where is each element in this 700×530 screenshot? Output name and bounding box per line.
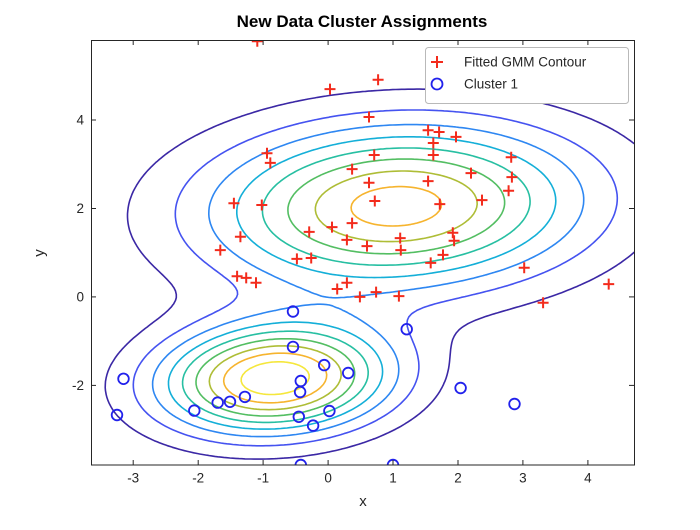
legend-circle-marker-icon bbox=[430, 77, 444, 91]
legend-box bbox=[425, 47, 629, 104]
blue-circle-marker bbox=[306, 419, 320, 432]
contour-level-6 bbox=[195, 158, 506, 417]
x-tick-label: -1 bbox=[257, 471, 269, 486]
contour-level-4 bbox=[167, 136, 557, 430]
y-tick-label: -2 bbox=[72, 378, 84, 393]
blue-circle-marker bbox=[386, 458, 400, 465]
x-tick-label: -2 bbox=[192, 471, 204, 486]
contour-level-3 bbox=[151, 123, 585, 438]
blue-circle-marker bbox=[294, 458, 307, 465]
blue-circle-marker bbox=[318, 358, 331, 372]
blue-circle-marker bbox=[188, 404, 201, 417]
legend-entry-fitted-gmm-contour: Fitted GMM Contour bbox=[464, 55, 587, 70]
blue-circle-marker bbox=[342, 366, 355, 380]
red-plus-markers bbox=[214, 40, 615, 309]
blue-circle-marker bbox=[286, 305, 300, 318]
axes-box bbox=[91, 40, 635, 466]
contour-level-1 bbox=[104, 88, 634, 460]
tick-labels: -3 -2 -1 0 1 2 3 4 -2 0 2 4 bbox=[72, 113, 592, 486]
x-tick-label: 4 bbox=[584, 471, 592, 486]
y-tick-label: 0 bbox=[76, 289, 84, 304]
contour-lines-layer bbox=[104, 88, 634, 460]
plot-title: New Data Cluster Assignments bbox=[237, 12, 488, 31]
x-axis-label: x bbox=[359, 493, 367, 510]
y-tick-label: 4 bbox=[76, 113, 84, 128]
contour-level-9 bbox=[240, 361, 310, 396]
contour-level-2 bbox=[132, 109, 619, 447]
blue-circle-marker bbox=[293, 385, 307, 399]
legend-entry-cluster-1: Cluster 1 bbox=[464, 77, 518, 92]
legend-plus-marker-icon bbox=[431, 56, 443, 68]
blue-circle-marker bbox=[110, 408, 124, 422]
x-tick-label: -3 bbox=[127, 471, 139, 486]
x-tick-label: 0 bbox=[324, 471, 332, 486]
blue-circle-marker bbox=[323, 404, 336, 418]
scatter-markers-layer bbox=[110, 40, 615, 465]
tick-marks bbox=[91, 40, 634, 465]
legend: Fitted GMM Contour Cluster 1 bbox=[425, 47, 629, 104]
blue-circle-marker bbox=[400, 323, 413, 336]
blue-circle-marker bbox=[292, 410, 306, 424]
contour-level-7 bbox=[208, 170, 478, 411]
blue-circle-marker bbox=[117, 372, 130, 386]
blue-circle-marker bbox=[508, 397, 521, 411]
contour-level-5 bbox=[181, 147, 531, 424]
y-axis-label: y bbox=[31, 249, 48, 257]
blue-circle-marker bbox=[454, 381, 467, 395]
blue-circle-marker bbox=[238, 390, 252, 404]
blue-circle-marker bbox=[223, 395, 237, 409]
blue-circle-marker bbox=[211, 396, 224, 409]
blue-circle-marker bbox=[286, 340, 300, 354]
x-tick-label: 3 bbox=[519, 471, 527, 486]
y-tick-label: 2 bbox=[76, 201, 84, 216]
x-tick-label: 1 bbox=[389, 471, 397, 486]
x-tick-label: 2 bbox=[454, 471, 462, 486]
